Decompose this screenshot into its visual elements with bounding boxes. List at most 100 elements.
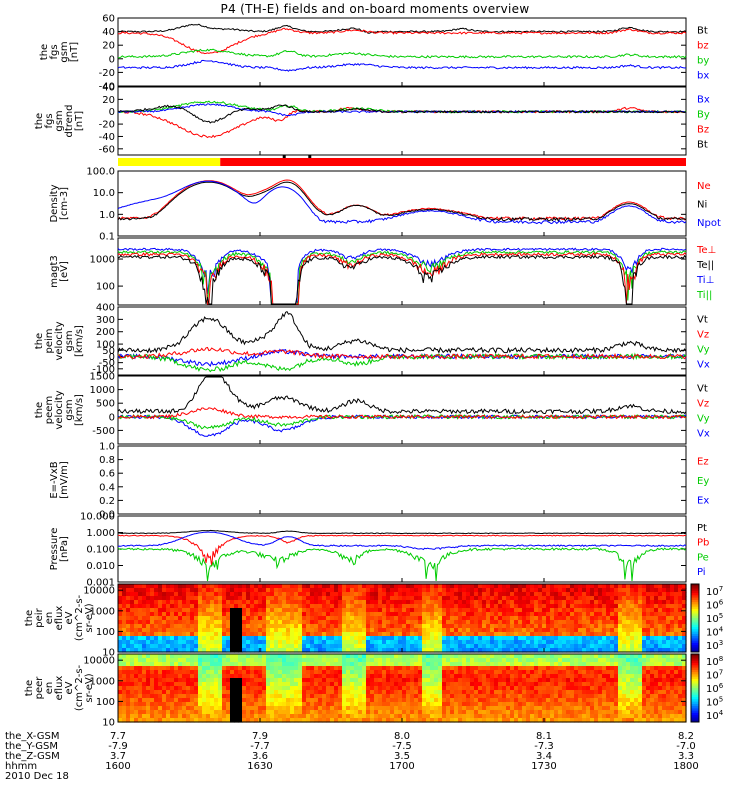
heatmap-cell	[646, 608, 651, 613]
heatmap-cell	[342, 702, 347, 707]
heatmap-cell	[442, 698, 447, 703]
heatmap-cell	[306, 706, 311, 711]
heatmap-cell	[358, 706, 363, 711]
heatmap-cell	[670, 592, 675, 597]
heatmap-cell	[250, 604, 255, 609]
heatmap-cell	[546, 644, 551, 649]
heatmap-cell	[346, 640, 351, 645]
colorbar-segment	[691, 624, 699, 628]
heatmap-cell	[282, 632, 287, 637]
heatmap-cell	[426, 644, 431, 649]
heatmap-cell	[574, 698, 579, 703]
heatmap-cell	[438, 682, 443, 687]
heatmap-cell	[522, 628, 527, 633]
heatmap-cell	[430, 644, 435, 649]
heatmap-cell	[122, 592, 127, 597]
heatmap-cell	[622, 678, 627, 683]
heatmap-cell	[310, 654, 315, 659]
heatmap-cell	[474, 612, 479, 617]
heatmap-cell	[314, 644, 319, 649]
heatmap-cell	[246, 608, 251, 613]
heatmap-cell	[586, 718, 591, 723]
heatmap-cell	[570, 600, 575, 605]
heatmap-cell	[382, 648, 387, 653]
legend-Bx: Bx	[697, 94, 710, 105]
heatmap-cell	[406, 710, 411, 715]
heatmap-cell	[546, 608, 551, 613]
heatmap-cell	[374, 628, 379, 633]
heatmap-cell	[570, 596, 575, 601]
heatmap-cell	[382, 718, 387, 723]
heatmap-cell	[306, 678, 311, 683]
heatmap-cell	[538, 706, 543, 711]
heatmap-cell	[198, 596, 203, 601]
heatmap-cell	[378, 674, 383, 679]
legend-bz: bz	[697, 40, 709, 51]
heatmap-cell	[290, 690, 295, 695]
heatmap-cell	[138, 636, 143, 641]
colorbar-segment	[691, 640, 699, 644]
heatmap-cell	[262, 588, 267, 593]
heatmap-cell	[214, 678, 219, 683]
y-tick-label: -40	[99, 82, 115, 93]
heatmap-cell	[134, 682, 139, 687]
heatmap-cell	[426, 714, 431, 719]
heatmap-cell	[142, 596, 147, 601]
heatmap-cell	[158, 604, 163, 609]
heatmap-cell	[302, 658, 307, 663]
heatmap-cell	[410, 608, 415, 613]
heatmap-cell	[158, 636, 163, 641]
heatmap-cell	[478, 644, 483, 649]
heatmap-cell	[238, 698, 243, 703]
heatmap-cell	[562, 616, 567, 621]
heatmap-cell	[594, 666, 599, 671]
heatmap-cell	[390, 584, 395, 589]
heatmap-cell	[630, 636, 635, 641]
heatmap-cell	[550, 678, 555, 683]
heatmap-cell	[662, 624, 667, 629]
heatmap-cell	[158, 632, 163, 637]
heatmap-cell	[350, 654, 355, 659]
heatmap-cell	[542, 654, 547, 659]
legend-Ti⊥: Ti⊥	[696, 275, 714, 286]
heatmap-cell	[562, 694, 567, 699]
heatmap-cell	[158, 640, 163, 645]
heatmap-cell	[370, 636, 375, 641]
heatmap-cell	[634, 612, 639, 617]
heatmap-cell	[202, 620, 207, 625]
heatmap-cell	[186, 686, 191, 691]
heatmap-cell	[302, 600, 307, 605]
heatmap-cell	[526, 640, 531, 645]
heatmap-cell	[214, 674, 219, 679]
heatmap-cell	[426, 662, 431, 667]
heatmap-cell	[602, 604, 607, 609]
heatmap-cell	[482, 698, 487, 703]
heatmap-cell	[546, 658, 551, 663]
heatmap-cell	[126, 698, 131, 703]
heatmap-cell	[390, 604, 395, 609]
heatmap-cell	[254, 600, 259, 605]
heatmap-cell	[134, 686, 139, 691]
heatmap-cell	[658, 608, 663, 613]
heatmap-cell	[122, 658, 127, 663]
heatmap-cell	[250, 584, 255, 589]
heatmap-cell	[438, 608, 443, 613]
heatmap-cell	[310, 690, 315, 695]
heatmap-cell	[218, 718, 223, 723]
heatmap-cell	[606, 694, 611, 699]
heatmap-cell	[598, 670, 603, 675]
heatmap-cell	[614, 600, 619, 605]
heatmap-cell	[538, 596, 543, 601]
heatmap-cell	[342, 654, 347, 659]
heatmap-cell	[610, 596, 615, 601]
heatmap-cell	[342, 616, 347, 621]
heatmap-cell	[406, 612, 411, 617]
heatmap-cell	[634, 674, 639, 679]
heatmap-cell	[118, 604, 123, 609]
heatmap-cell	[226, 648, 231, 653]
heatmap-cell	[234, 674, 239, 679]
heatmap-cell	[406, 648, 411, 653]
heatmap-cell	[502, 616, 507, 621]
heatmap-cell	[290, 588, 295, 593]
heatmap-cell	[218, 616, 223, 621]
